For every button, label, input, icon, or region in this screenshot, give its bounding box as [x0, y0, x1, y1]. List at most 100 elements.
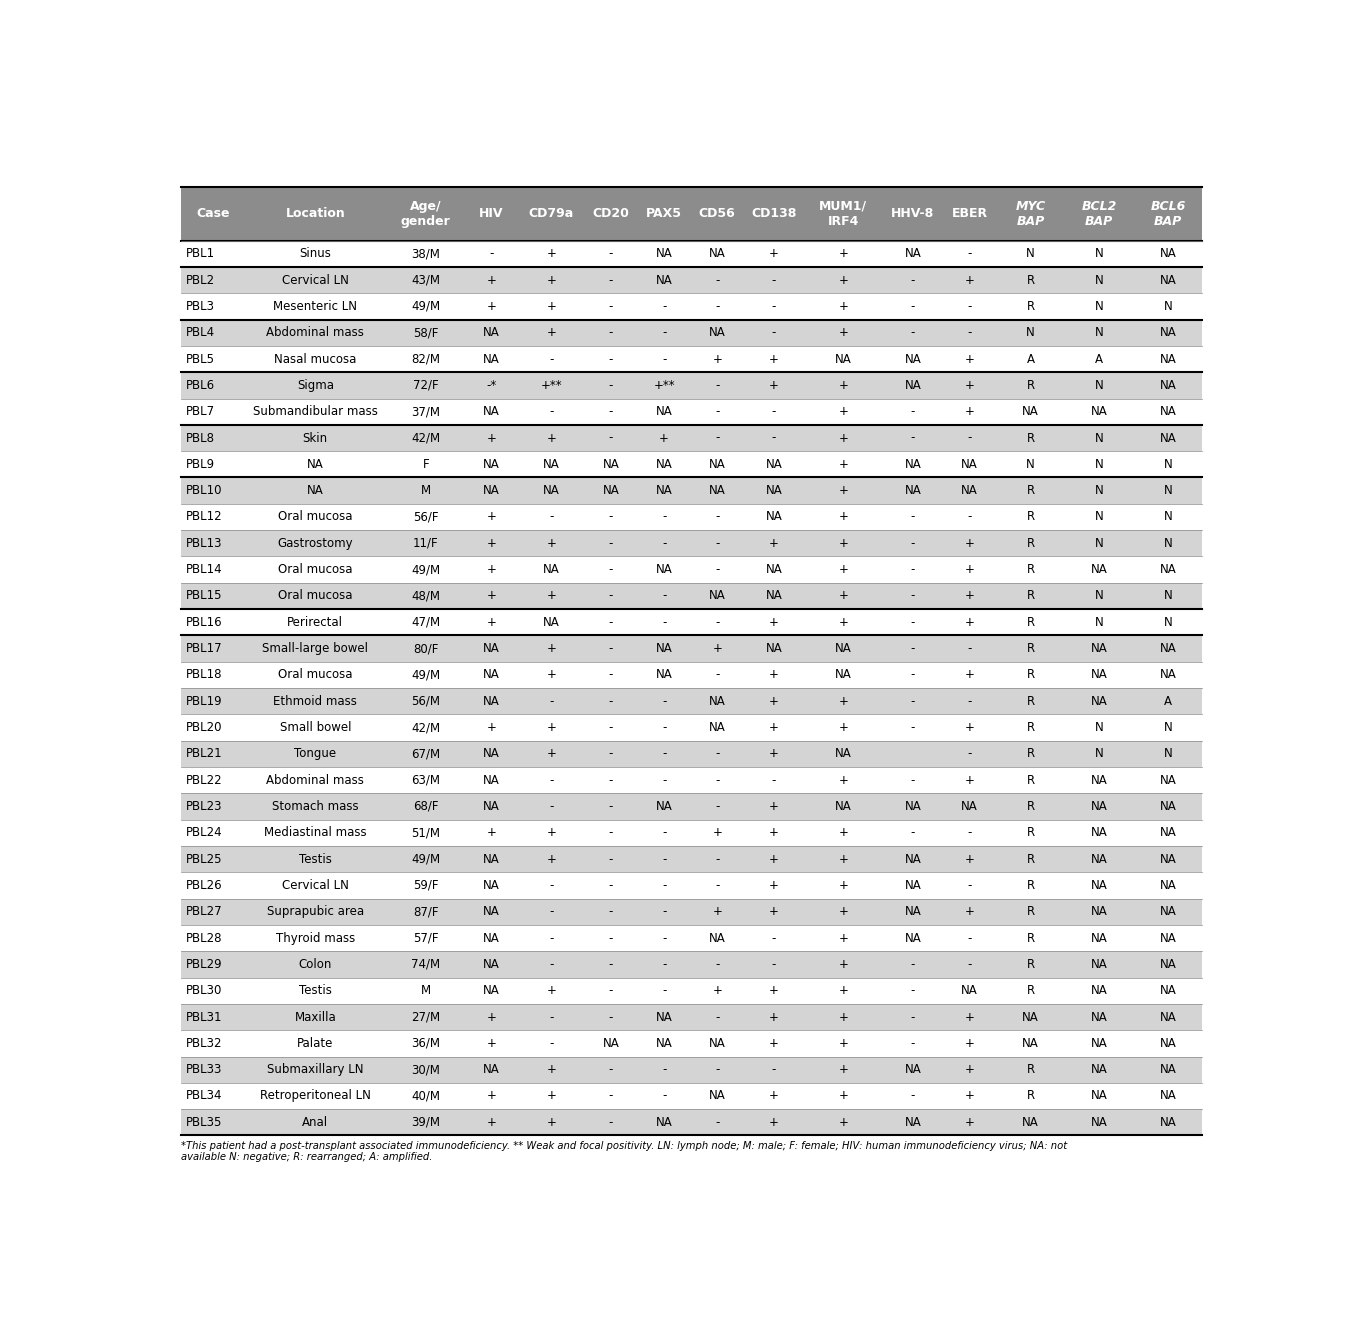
- Text: -: -: [662, 616, 667, 629]
- Text: -: -: [716, 405, 720, 419]
- Text: NA: NA: [1091, 906, 1107, 918]
- Text: Sinus: Sinus: [300, 247, 331, 260]
- Text: -: -: [772, 274, 776, 287]
- Text: +: +: [838, 537, 848, 550]
- Text: PBL31: PBL31: [186, 1011, 223, 1024]
- Text: NA: NA: [1160, 827, 1176, 839]
- Text: NA: NA: [1160, 800, 1176, 813]
- Text: +: +: [547, 1063, 556, 1076]
- Text: R: R: [1026, 852, 1034, 866]
- Text: -: -: [716, 879, 720, 892]
- Bar: [181, 872, 1203, 899]
- Text: NA: NA: [904, 353, 921, 365]
- Text: 47/M: 47/M: [412, 616, 440, 629]
- Text: +: +: [769, 747, 779, 761]
- Text: PBL30: PBL30: [186, 984, 223, 997]
- Text: -: -: [609, 1063, 613, 1076]
- Text: Cervical LN: Cervical LN: [282, 879, 348, 892]
- Text: NA: NA: [1091, 931, 1107, 945]
- Text: +: +: [547, 852, 556, 866]
- Text: Testis: Testis: [298, 984, 332, 997]
- Text: NA: NA: [543, 458, 560, 471]
- Text: -: -: [910, 827, 915, 839]
- Text: -: -: [549, 510, 553, 523]
- Text: PBL12: PBL12: [186, 510, 223, 523]
- Text: -: -: [662, 773, 667, 786]
- Text: N: N: [1164, 299, 1172, 313]
- Text: NA: NA: [904, 879, 921, 892]
- Text: 39/M: 39/M: [412, 1115, 440, 1129]
- Text: +: +: [769, 1011, 779, 1024]
- Text: 87/F: 87/F: [413, 906, 439, 918]
- Text: 56/M: 56/M: [412, 695, 440, 707]
- Text: +: +: [964, 564, 975, 576]
- Text: +: +: [964, 1063, 975, 1076]
- Text: R: R: [1026, 984, 1034, 997]
- Bar: [181, 425, 1203, 451]
- Text: NA: NA: [1160, 958, 1176, 970]
- Text: NA: NA: [904, 1063, 921, 1076]
- Text: NA: NA: [483, 1063, 499, 1076]
- Text: PBL24: PBL24: [186, 827, 223, 839]
- Text: +: +: [964, 353, 975, 365]
- Text: +: +: [486, 510, 497, 523]
- Text: -: -: [716, 299, 720, 313]
- Text: PBL27: PBL27: [186, 906, 223, 918]
- Text: +: +: [964, 616, 975, 629]
- Text: +: +: [964, 378, 975, 392]
- Text: R: R: [1026, 747, 1034, 761]
- Text: Submaxillary LN: Submaxillary LN: [267, 1063, 363, 1076]
- Text: 67/M: 67/M: [412, 747, 440, 761]
- Text: PBL25: PBL25: [186, 852, 223, 866]
- Bar: [181, 1083, 1203, 1108]
- Text: NA: NA: [1160, 852, 1176, 866]
- Text: -: -: [662, 931, 667, 945]
- Text: -: -: [968, 510, 972, 523]
- Text: NA: NA: [709, 247, 725, 260]
- Text: +: +: [838, 326, 848, 340]
- Text: -*: -*: [486, 378, 497, 392]
- Text: +: +: [964, 1037, 975, 1049]
- Text: +: +: [964, 589, 975, 603]
- Text: -: -: [662, 695, 667, 707]
- Text: -: -: [609, 773, 613, 786]
- Text: -: -: [716, 852, 720, 866]
- Bar: [181, 240, 1203, 267]
- Text: 36/M: 36/M: [412, 1037, 440, 1049]
- Text: PBL1: PBL1: [186, 247, 216, 260]
- Text: NA: NA: [602, 484, 620, 497]
- Text: +: +: [547, 1115, 556, 1129]
- Text: -: -: [662, 510, 667, 523]
- Text: NA: NA: [483, 695, 499, 707]
- Text: NA: NA: [656, 247, 672, 260]
- Text: NA: NA: [765, 458, 783, 471]
- Text: NA: NA: [656, 274, 672, 287]
- Text: -: -: [609, 432, 613, 444]
- Text: NA: NA: [709, 1090, 725, 1103]
- Text: PBL19: PBL19: [186, 695, 223, 707]
- Text: NA: NA: [709, 484, 725, 497]
- Text: NA: NA: [836, 641, 852, 655]
- Text: -: -: [716, 432, 720, 444]
- Text: -: -: [968, 747, 972, 761]
- Text: R: R: [1026, 906, 1034, 918]
- Text: +: +: [838, 589, 848, 603]
- Text: +: +: [769, 353, 779, 365]
- Text: NA: NA: [1160, 1090, 1176, 1103]
- Text: F: F: [423, 458, 429, 471]
- Text: -: -: [549, 800, 553, 813]
- Text: NA: NA: [904, 1115, 921, 1129]
- Text: NA: NA: [483, 326, 499, 340]
- Text: NA: NA: [543, 564, 560, 576]
- Text: -: -: [772, 432, 776, 444]
- Text: NA: NA: [904, 378, 921, 392]
- Text: -: -: [609, 827, 613, 839]
- Text: Mesenteric LN: Mesenteric LN: [273, 299, 358, 313]
- Text: -: -: [716, 747, 720, 761]
- Text: R: R: [1026, 299, 1034, 313]
- Text: +: +: [547, 247, 556, 260]
- Text: NA: NA: [1091, 1090, 1107, 1103]
- Text: -: -: [910, 274, 915, 287]
- Text: A: A: [1026, 353, 1034, 365]
- Text: Thyroid mass: Thyroid mass: [275, 931, 355, 945]
